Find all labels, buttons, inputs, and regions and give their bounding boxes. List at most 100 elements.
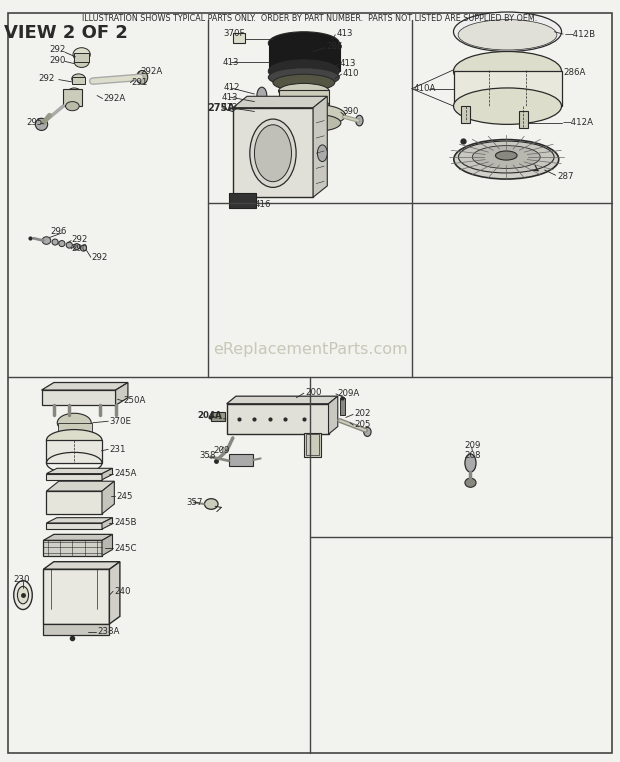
Polygon shape	[233, 96, 327, 107]
Bar	[278, 90, 329, 105]
Ellipse shape	[67, 88, 82, 100]
Bar	[58, 423, 92, 433]
Bar	[454, 71, 562, 106]
Bar	[234, 34, 244, 43]
Text: —412A: —412A	[563, 118, 594, 127]
Ellipse shape	[291, 114, 341, 131]
Bar	[43, 624, 109, 636]
Ellipse shape	[278, 98, 329, 113]
Text: 245C: 245C	[114, 543, 137, 552]
Text: 205: 205	[355, 420, 371, 429]
Text: 209A: 209A	[337, 389, 360, 398]
Text: 390: 390	[342, 107, 358, 116]
Text: 416: 416	[254, 200, 271, 209]
Polygon shape	[42, 383, 128, 390]
Ellipse shape	[465, 454, 476, 472]
Text: 296: 296	[51, 227, 67, 236]
Ellipse shape	[136, 70, 148, 84]
Ellipse shape	[257, 111, 267, 122]
Bar	[46, 474, 102, 480]
Ellipse shape	[250, 119, 296, 187]
Bar	[304, 433, 321, 457]
Ellipse shape	[57, 413, 91, 432]
Ellipse shape	[254, 125, 291, 181]
Bar	[461, 106, 471, 123]
Ellipse shape	[458, 141, 554, 173]
Polygon shape	[102, 534, 112, 555]
Ellipse shape	[35, 118, 48, 130]
Text: 290: 290	[71, 245, 87, 254]
Ellipse shape	[81, 245, 87, 251]
Ellipse shape	[364, 427, 371, 437]
Text: 413: 413	[222, 92, 238, 101]
Bar	[233, 107, 313, 197]
Text: VIEW 2 OF 2: VIEW 2 OF 2	[4, 24, 128, 42]
Bar	[340, 399, 345, 415]
Text: 209: 209	[213, 447, 229, 456]
Text: 413: 413	[340, 59, 356, 68]
Ellipse shape	[472, 146, 540, 168]
Text: 292: 292	[49, 46, 65, 54]
Ellipse shape	[17, 587, 29, 604]
Text: 292: 292	[38, 75, 55, 83]
Text: 286: 286	[327, 43, 343, 52]
Text: 410A: 410A	[414, 84, 436, 93]
Ellipse shape	[72, 74, 86, 84]
Ellipse shape	[14, 581, 32, 610]
Bar	[42, 390, 115, 405]
Polygon shape	[313, 96, 327, 197]
Ellipse shape	[356, 115, 363, 126]
Text: 245A: 245A	[114, 469, 137, 478]
Text: 231: 231	[109, 445, 126, 454]
Polygon shape	[46, 517, 112, 523]
Text: 357: 357	[187, 498, 203, 507]
Text: 209: 209	[464, 441, 480, 450]
Ellipse shape	[273, 74, 335, 91]
Polygon shape	[46, 469, 112, 474]
Text: 370F: 370F	[224, 29, 245, 38]
Text: 290: 290	[49, 56, 65, 65]
Text: 245: 245	[116, 492, 133, 501]
Text: eReplacementParts.com: eReplacementParts.com	[213, 341, 407, 357]
Text: 202: 202	[355, 409, 371, 418]
Ellipse shape	[52, 239, 58, 245]
Polygon shape	[329, 396, 338, 434]
Ellipse shape	[46, 430, 102, 451]
Polygon shape	[102, 482, 114, 514]
Bar	[211, 412, 225, 421]
Bar	[63, 89, 82, 106]
Bar	[268, 43, 340, 71]
Text: ILLUSTRATION SHOWS TYPICAL PARTS ONLY.  ORDER BY PART NUMBER.  PARTS NOT LISTED : ILLUSTRATION SHOWS TYPICAL PARTS ONLY. O…	[82, 14, 538, 23]
Text: 245B: 245B	[114, 518, 137, 527]
Polygon shape	[115, 383, 128, 405]
Ellipse shape	[458, 20, 557, 50]
Text: 275A: 275A	[207, 103, 235, 113]
Text: 410: 410	[343, 69, 359, 78]
Ellipse shape	[268, 68, 339, 87]
Polygon shape	[227, 396, 338, 404]
Ellipse shape	[59, 241, 65, 247]
Ellipse shape	[74, 244, 80, 250]
Text: 240: 240	[114, 587, 131, 596]
Ellipse shape	[42, 237, 51, 245]
Bar	[46, 440, 102, 463]
Text: 292A: 292A	[140, 67, 162, 75]
Bar	[229, 193, 256, 208]
Ellipse shape	[454, 139, 559, 179]
Ellipse shape	[205, 498, 218, 509]
Bar	[72, 76, 86, 84]
Text: 292A: 292A	[104, 94, 125, 103]
Ellipse shape	[268, 60, 339, 82]
Polygon shape	[102, 469, 112, 480]
Polygon shape	[102, 517, 112, 529]
Bar	[43, 569, 109, 624]
Text: 413: 413	[223, 58, 239, 66]
Text: 230: 230	[14, 575, 30, 584]
Text: —412B: —412B	[564, 30, 595, 39]
Ellipse shape	[495, 151, 517, 160]
Bar	[518, 111, 528, 128]
Ellipse shape	[317, 145, 327, 162]
Text: 208: 208	[464, 451, 480, 460]
Ellipse shape	[465, 479, 476, 487]
Bar	[227, 404, 329, 434]
